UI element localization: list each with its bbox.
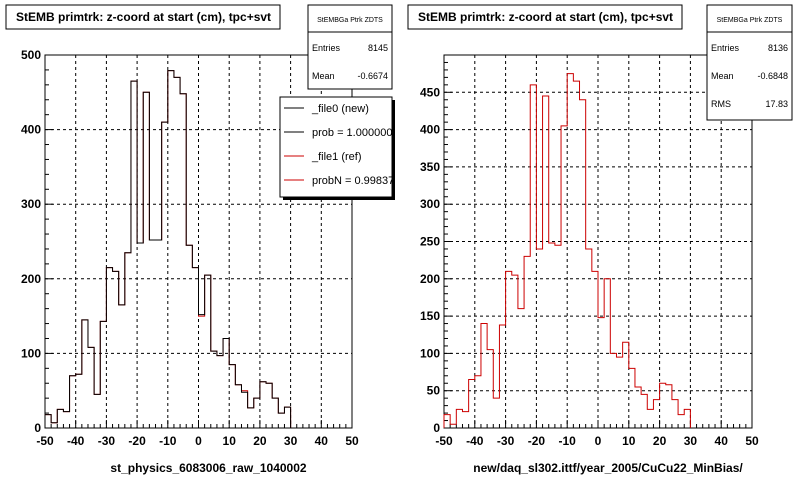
chart-title-box: [5, 4, 281, 30]
x-tick-label: 10: [622, 434, 636, 448]
stats-label: Mean: [711, 71, 734, 81]
y-tick-label: 350: [420, 160, 440, 174]
x-tick-label: -40: [466, 434, 484, 448]
stats-value: -0.6674: [357, 71, 388, 81]
y-tick-label: 100: [21, 346, 41, 360]
y-tick-label: 250: [420, 235, 440, 249]
stats-label: Entries: [711, 43, 740, 53]
x-axis-label: new/daq_sl302.ittf/year_2005/CuCu22_MinB…: [473, 461, 743, 475]
y-tick-label: 450: [420, 85, 440, 99]
x-tick-label: 30: [684, 434, 698, 448]
x-tick-label: 50: [745, 434, 759, 448]
x-tick-label: -30: [98, 434, 116, 448]
x-tick-label: 30: [284, 434, 298, 448]
stats-name: StEMBGa Ptrk ZDTS: [717, 17, 783, 24]
x-tick-label: -20: [528, 434, 546, 448]
stats-box: [307, 4, 393, 90]
stats-box: [706, 4, 793, 121]
y-tick-label: 400: [420, 123, 440, 137]
stats-value: 17.83: [765, 99, 788, 109]
legend-label: prob = 1.000000: [312, 127, 392, 139]
x-tick-label: -40: [67, 434, 85, 448]
legend-box: [279, 96, 393, 198]
legend-label: _file0 (new): [311, 103, 369, 115]
x-tick-label: 0: [595, 434, 602, 448]
stats-value: 8145: [368, 43, 388, 53]
y-tick-label: 100: [420, 346, 440, 360]
hist-series-file0-new: [44, 70, 292, 428]
chart-title: StEMB primtrk: z-coord at start (cm), tp…: [16, 10, 271, 24]
y-tick-label: 400: [21, 123, 41, 137]
y-tick-label: 200: [420, 272, 440, 286]
y-tick-label: 50: [427, 384, 441, 398]
stats-value: 8136: [768, 43, 788, 53]
x-tick-label: 20: [653, 434, 667, 448]
y-tick-label: 0: [433, 421, 440, 435]
x-tick-label: 0: [195, 434, 202, 448]
x-tick-label: -50: [435, 434, 453, 448]
y-tick-label: 200: [21, 272, 41, 286]
legend-label: probN = 0.99837: [312, 175, 394, 187]
stats-label: RMS: [711, 99, 731, 109]
x-axis-label: st_physics_6083006_raw_1040002: [110, 461, 306, 475]
y-tick-label: 300: [21, 197, 41, 211]
chart-title-box: [407, 4, 683, 30]
stats-value: -0.6848: [757, 71, 788, 81]
y-tick-label: 300: [420, 197, 440, 211]
x-tick-label: -10: [559, 434, 577, 448]
stats-label: Entries: [312, 43, 341, 53]
x-tick-label: -30: [497, 434, 515, 448]
chart-title: StEMB primtrk: z-coord at start (cm), tp…: [418, 10, 673, 24]
x-tick-label: -50: [36, 434, 54, 448]
y-tick-label: 150: [420, 309, 440, 323]
x-tick-label: 10: [223, 434, 237, 448]
stats-label: Mean: [312, 71, 335, 81]
legend-label: _file1 (ref): [311, 151, 362, 163]
x-tick-label: -20: [128, 434, 146, 448]
y-tick-label: 0: [34, 421, 41, 435]
y-tick-label: 500: [21, 48, 41, 62]
x-tick-label: 50: [345, 434, 359, 448]
hist-series-main: [443, 73, 691, 428]
x-tick-label: 40: [315, 434, 329, 448]
stats-name: StEMBGa Ptrk ZDTS: [317, 17, 383, 24]
x-tick-label: 40: [715, 434, 729, 448]
x-tick-label: -10: [159, 434, 177, 448]
x-tick-label: 20: [253, 434, 267, 448]
